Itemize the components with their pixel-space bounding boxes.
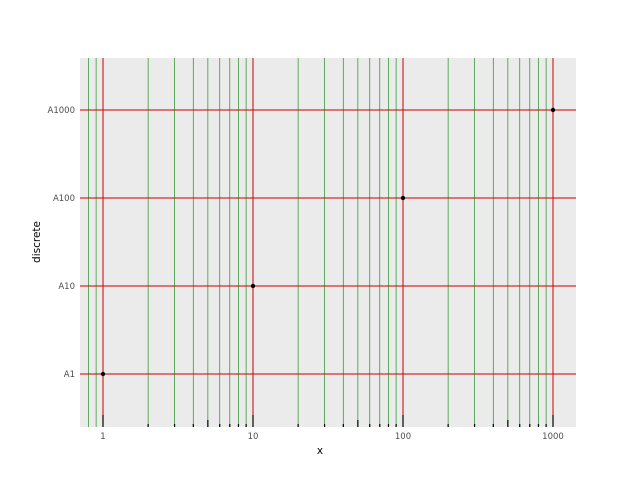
data-point [400, 195, 406, 201]
x-minor-gridlines [88, 58, 547, 427]
x-tick-labels: 1 10 100 1000 [100, 432, 564, 442]
major-gridlines [80, 58, 576, 427]
x-tick-label: 100 [395, 432, 411, 442]
y-axis-title: discrete [31, 221, 43, 263]
panel-background [80, 58, 576, 427]
y-tick-label: A1000 [48, 106, 75, 116]
y-tick-label: A1 [64, 370, 75, 380]
x-axis-title: x [317, 445, 323, 457]
x-tick-label: 10 [248, 432, 259, 442]
y-tick-label: A100 [53, 194, 75, 204]
x-tick-label: 1 [100, 432, 105, 442]
data-point [100, 371, 106, 377]
data-point [250, 283, 256, 289]
x-tick-label: 1000 [542, 432, 564, 442]
y-tick-labels: A1 A10 A100 A1000 [48, 106, 75, 380]
y-tick-label: A10 [58, 282, 75, 292]
rug-ticks [102, 415, 554, 427]
data-point [550, 107, 556, 113]
data-points [100, 107, 556, 377]
